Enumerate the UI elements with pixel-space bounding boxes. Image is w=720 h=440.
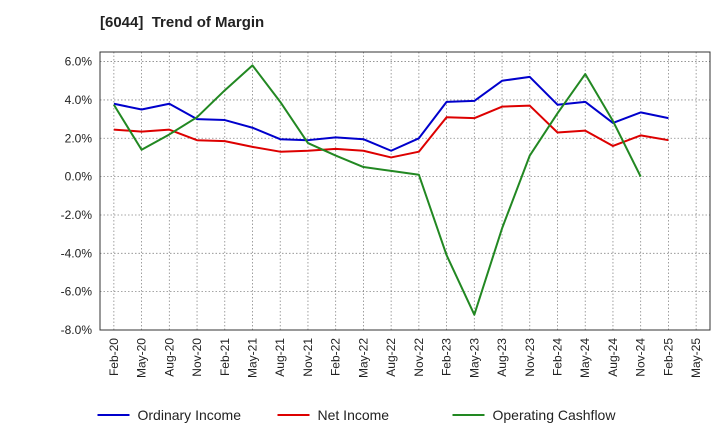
legend-label-operating-cashflow: Operating Cashflow	[493, 407, 617, 423]
x-tick-label: Aug-21	[273, 338, 287, 377]
legend-label-net-income: Net Income	[318, 407, 390, 423]
y-tick-label: 4.0%	[65, 93, 93, 107]
y-tick-label: 6.0%	[65, 55, 93, 69]
chart-title: [6044] Trend of Margin	[100, 14, 265, 31]
legend-label-ordinary-income: Ordinary Income	[138, 407, 242, 423]
x-tick-label: Aug-22	[384, 338, 398, 377]
x-tick-label: Aug-24	[606, 338, 620, 377]
x-tick-label: Nov-20	[190, 338, 204, 377]
x-tick-label: May-23	[467, 338, 481, 378]
x-tick-label: Nov-21	[301, 338, 315, 377]
x-tick-label: May-24	[578, 338, 592, 378]
y-tick-label: -2.0%	[61, 208, 93, 222]
x-tick-label: Nov-24	[634, 338, 648, 377]
plot-frame	[99, 51, 711, 331]
x-tick-label: Feb-24	[551, 338, 565, 376]
x-tick-label: May-25	[689, 338, 703, 378]
y-tick-label: -4.0%	[61, 246, 93, 260]
x-tick-label: May-20	[135, 338, 149, 378]
x-tick-label: Feb-21	[218, 338, 232, 376]
x-tick-label: Feb-25	[661, 338, 675, 376]
y-tick-label: -6.0%	[61, 285, 93, 299]
y-tick-label: 0.0%	[65, 170, 93, 184]
x-tick-label: Nov-22	[412, 338, 426, 377]
x-tick-label: Nov-23	[523, 338, 537, 377]
x-tick-label: May-21	[246, 338, 260, 378]
x-tick-label: Feb-20	[107, 338, 121, 376]
x-tick-label: May-22	[356, 338, 370, 378]
x-tick-label: Feb-23	[440, 338, 454, 376]
x-tick-label: Aug-23	[495, 338, 509, 377]
y-tick-label: -8.0%	[61, 323, 93, 337]
series-line-ordinary-income	[113, 75, 669, 152]
series-line-net-income	[113, 104, 669, 159]
x-tick-label: Feb-22	[329, 338, 343, 376]
x-tick-label: Aug-20	[162, 338, 176, 377]
y-tick-label: 2.0%	[65, 131, 93, 145]
series-line-operating-cashflow	[113, 64, 642, 316]
